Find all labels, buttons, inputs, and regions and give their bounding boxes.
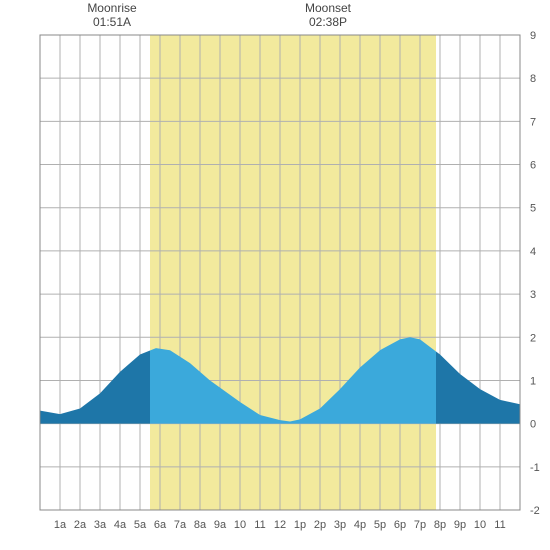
x-tick-label: 5a <box>134 519 147 531</box>
x-tick-label: 4a <box>114 519 127 531</box>
x-tick-label: 12 <box>274 519 286 531</box>
x-tick-label: 1a <box>54 519 67 531</box>
x-tick-label: 11 <box>494 519 505 531</box>
x-tick-label: 3p <box>334 519 346 531</box>
x-tick-label: 2a <box>74 519 87 531</box>
y-tick-label: 9 <box>530 30 536 42</box>
x-tick-label: 6a <box>154 519 167 531</box>
y-tick-label: 6 <box>530 160 536 172</box>
moonrise-title: Moonrise <box>87 1 137 15</box>
x-tick-label: 7p <box>414 519 426 531</box>
x-tick-label: 11 <box>254 519 265 531</box>
moonset-time: 02:38P <box>309 15 347 29</box>
x-tick-label: 2p <box>314 519 326 531</box>
x-tick-label: 9p <box>454 519 466 531</box>
x-tick-label: 10 <box>474 519 486 531</box>
x-tick-label: 7a <box>174 519 187 531</box>
y-tick-label: 3 <box>530 289 536 301</box>
tide-chart-container: { "layout": { "svg_width": 550, "svg_hei… <box>0 0 550 550</box>
x-tick-label: 5p <box>374 519 386 531</box>
x-tick-label: 8a <box>194 519 207 531</box>
x-tick-label: 10 <box>234 519 246 531</box>
tide-area-night <box>436 352 520 424</box>
x-tick-label: 4p <box>354 519 366 531</box>
y-tick-label: -2 <box>530 505 540 517</box>
y-tick-label: 1 <box>530 375 536 387</box>
moonrise-time: 01:51A <box>93 15 131 29</box>
x-tick-label: 3a <box>94 519 107 531</box>
y-tick-label: 8 <box>530 73 536 85</box>
tide-chart-svg: 1a2a3a4a5a6a7a8a9a1011121p2p3p4p5p6p7p8p… <box>0 0 550 550</box>
tide-area-night <box>40 350 150 423</box>
y-tick-label: 4 <box>530 246 536 258</box>
y-tick-label: 2 <box>530 332 536 344</box>
x-tick-label: 9a <box>214 519 227 531</box>
x-tick-label: 1p <box>294 519 306 531</box>
moonset-title: Moonset <box>305 1 352 15</box>
y-tick-label: 0 <box>530 419 536 431</box>
x-tick-label: 8p <box>434 519 446 531</box>
y-tick-label: 7 <box>530 116 536 128</box>
daylight-band <box>150 35 436 510</box>
y-tick-label: 5 <box>530 203 536 215</box>
y-tick-label: -1 <box>530 462 540 474</box>
x-tick-label: 6p <box>394 519 406 531</box>
